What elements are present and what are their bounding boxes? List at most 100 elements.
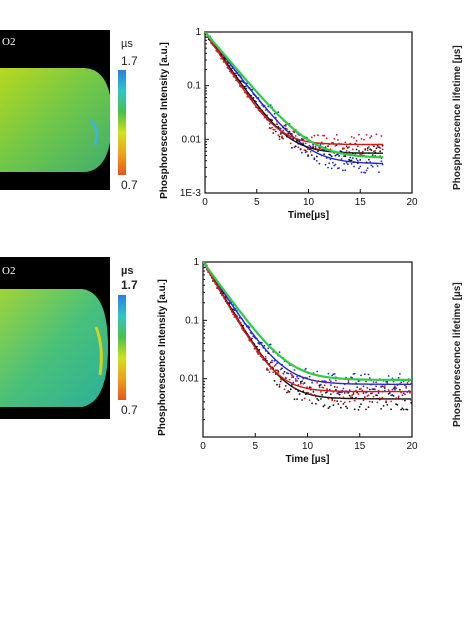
data-point-red <box>271 126 273 129</box>
data-point-red <box>376 146 379 148</box>
data-point-red <box>267 369 270 371</box>
data-point-blue <box>375 385 377 388</box>
x-axis-title: Time[µs] <box>288 210 329 221</box>
data-point-red <box>326 388 328 390</box>
data-point-blue <box>315 159 318 162</box>
data-point-red <box>410 399 413 402</box>
data-point-red <box>350 136 353 138</box>
data-point-red <box>348 400 351 403</box>
data-point-red <box>272 371 275 374</box>
colorbar-bottom <box>118 295 126 400</box>
data-point-red <box>311 379 313 382</box>
data-point-black <box>344 155 347 158</box>
data-point-red <box>281 135 283 138</box>
data-point-black <box>346 147 349 149</box>
data-point-black <box>278 135 281 138</box>
data-point-red <box>334 144 337 147</box>
data-point-red <box>297 146 300 149</box>
data-point-red <box>375 133 378 136</box>
data-point-red <box>386 382 389 385</box>
data-point-red <box>303 149 306 152</box>
data-point-black <box>350 159 353 162</box>
data-point-black <box>310 154 313 157</box>
data-point-red <box>279 132 282 134</box>
series-line-red <box>204 31 383 146</box>
data-point-blue <box>370 164 373 167</box>
data-point-red <box>273 128 276 131</box>
image-label-bottom: O2 <box>2 265 16 277</box>
data-point-blue <box>269 343 272 346</box>
data-point-blue <box>359 165 362 168</box>
data-point-red <box>353 137 355 139</box>
data-point-black <box>293 398 296 401</box>
x-tick-label: 15 <box>355 197 367 208</box>
data-point-black <box>335 388 337 391</box>
data-point-blue <box>328 388 331 391</box>
data-point-red <box>294 135 297 137</box>
data-point-red <box>353 399 356 402</box>
data-point-red <box>392 380 395 383</box>
data-point-blue <box>271 359 273 362</box>
data-point-red <box>272 128 275 131</box>
data-point-red <box>284 123 287 126</box>
data-point-red <box>335 379 337 382</box>
data-point-red <box>337 139 339 141</box>
data-point-blue <box>350 163 353 165</box>
data-point-black <box>390 408 392 411</box>
data-point-blue <box>400 381 402 384</box>
data-point-blue <box>346 163 349 166</box>
data-point-blue <box>377 392 380 394</box>
data-point-red <box>289 142 292 145</box>
data-point-red <box>338 396 341 399</box>
colorbar-min-top: 0.7 <box>121 178 138 192</box>
data-point-black <box>365 161 368 164</box>
data-point-blue <box>278 351 281 354</box>
data-point-black <box>347 391 350 394</box>
data-point-blue <box>296 375 298 378</box>
data-point-blue <box>405 387 407 389</box>
data-point-blue <box>386 381 389 383</box>
data-point-blue <box>333 373 336 375</box>
data-point-blue <box>309 145 312 148</box>
data-point-red <box>360 138 363 140</box>
data-point-black <box>334 154 337 157</box>
data-point-black <box>274 130 277 133</box>
data-point-red <box>292 375 295 378</box>
data-point-red <box>323 134 326 137</box>
data-point-black <box>317 399 320 402</box>
data-point-red <box>380 135 383 137</box>
data-point-red <box>350 396 352 398</box>
data-point-red <box>364 148 367 150</box>
data-point-black <box>273 380 276 382</box>
data-point-black <box>291 147 293 149</box>
data-point-red <box>409 392 411 394</box>
data-point-blue <box>292 381 295 384</box>
data-point-red <box>351 394 354 396</box>
data-point-red <box>362 399 365 402</box>
data-point-red <box>323 384 326 387</box>
data-point-red <box>340 400 342 403</box>
data-point-blue <box>365 391 367 394</box>
data-point-black <box>277 125 280 128</box>
series-line-black <box>204 31 383 154</box>
data-point-red <box>257 353 260 355</box>
lifetime-axis-label-top-text: Phosphorescence lifetime [µs] <box>452 45 463 190</box>
sample-shape-top <box>0 68 110 172</box>
data-point-black <box>340 406 342 409</box>
data-point-black <box>276 123 278 125</box>
data-point-blue <box>273 113 276 115</box>
data-point-blue <box>279 368 282 371</box>
data-point-red <box>315 148 318 150</box>
data-point-black <box>358 406 361 408</box>
data-point-black <box>316 398 318 400</box>
data-point-red <box>268 371 271 374</box>
data-point-black <box>307 154 309 157</box>
data-point-blue <box>331 374 334 377</box>
plot-frame <box>202 261 413 438</box>
data-point-black <box>343 392 346 394</box>
data-point-red <box>371 392 374 394</box>
data-point-black <box>301 138 303 140</box>
data-point-blue <box>356 386 359 389</box>
data-point-black <box>359 159 362 161</box>
colorbar-unit-bottom: µs <box>121 265 134 277</box>
